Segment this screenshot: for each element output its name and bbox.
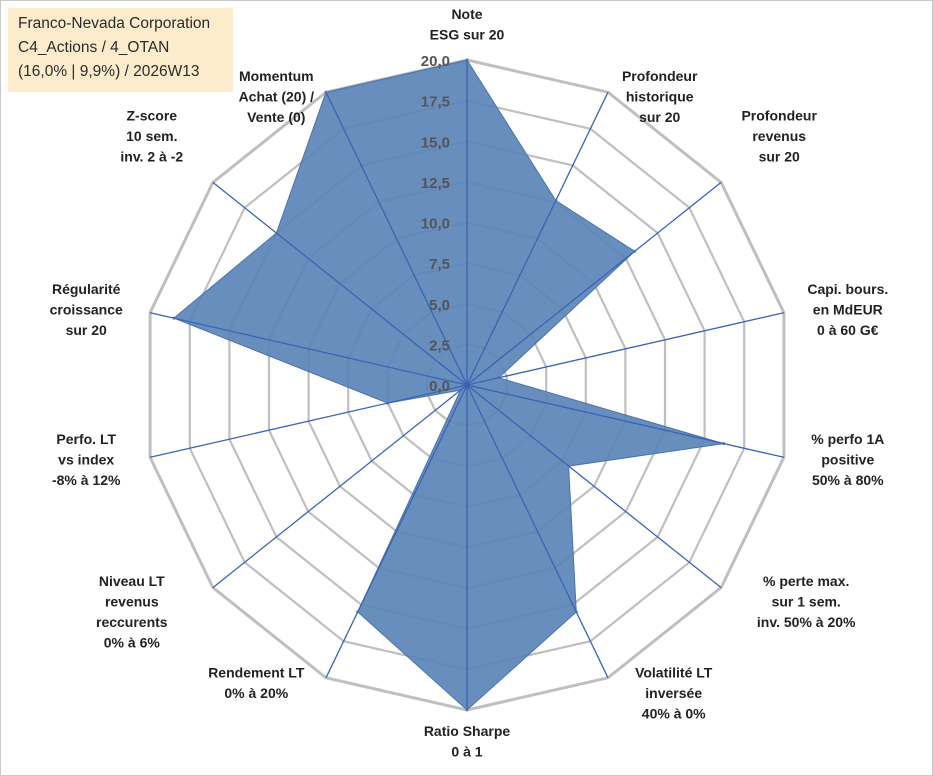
tick-label: 5,0	[429, 297, 450, 314]
axis-label-line: sur 20	[66, 322, 107, 338]
axis-label-line: Profondeur	[622, 68, 698, 84]
axis-label: Momentum Achat (20) / Vente (0)	[239, 68, 315, 125]
radar-tick-labels: 0,0 2,5 5,0 7,5 10,0 12,5 15,0 17,5 20,0	[421, 53, 450, 395]
title-line-3: (16,0% | 9,9%) / 2026W13	[18, 63, 200, 80]
axis-spoke	[325, 384, 468, 679]
axis-label-line: Volatilité LT	[635, 664, 713, 680]
axis-label-line: Ratio Sharpe	[424, 723, 511, 739]
tick-label: 20,0	[421, 53, 450, 70]
axis-label-line: 0 à 60 G€	[817, 322, 879, 338]
axis-spoke	[466, 181, 722, 386]
axis-label-line: Momentum	[239, 68, 314, 84]
axis-label-line: % perfo 1A	[811, 431, 884, 447]
axis-label-line: vs index	[58, 452, 114, 468]
axis-label: Profondeur revenus sur 20	[741, 107, 817, 164]
tick-label: 15,0	[421, 134, 450, 151]
axis-label-line: % perte max.	[763, 573, 849, 589]
axis-label-line: Note	[451, 6, 482, 22]
axis-label: Rendement LT 0% à 20%	[208, 664, 305, 701]
axis-label-line: 10 sem.	[126, 128, 177, 144]
axis-label: Régularité croissance sur 20	[50, 281, 123, 338]
axis-label-line: Régularité	[52, 281, 121, 297]
axis-label-line: Z-score	[127, 107, 178, 123]
axis-label-line: sur 1 sem.	[772, 594, 841, 610]
axis-label-line: inversée	[645, 685, 702, 701]
axis-label: % perte max. sur 1 sem. inv. 50% à 20%	[757, 573, 856, 630]
axis-label-line: inv. 2 à -2	[120, 148, 183, 164]
axis-spoke	[466, 384, 609, 679]
radar-spokes	[149, 60, 785, 710]
axis-spoke	[466, 312, 785, 386]
axis-label-line: 0% à 20%	[224, 685, 288, 701]
axis-label-line: inv. 50% à 20%	[757, 614, 856, 630]
axis-label-line: Perfo. LT	[56, 431, 116, 447]
axis-label: Profondeur historique sur 20	[622, 68, 698, 125]
axis-label-line: Achat (20) /	[239, 89, 315, 105]
axis-label: Volatilité LT inversée 40% à 0%	[635, 664, 713, 721]
axis-label: Perfo. LT vs index -8% à 12%	[52, 431, 121, 488]
radar-axis-labels: Note ESG sur 20 Profondeur historique sur 20…	[50, 6, 889, 760]
title-line-2: C4_Actions / 4_OTAN	[18, 39, 170, 56]
axis-label-line: 0% à 6%	[104, 635, 161, 651]
tick-label: 10,0	[421, 216, 450, 233]
tick-label: 12,5	[421, 175, 450, 192]
axis-label-line: 50% à 80%	[812, 472, 884, 488]
axis-spoke	[325, 91, 468, 386]
axis-label-line: 0 à 1	[451, 744, 482, 760]
tick-label: 17,5	[421, 94, 450, 111]
axis-label-line: -8% à 12%	[52, 472, 121, 488]
tick-label: 7,5	[429, 256, 450, 273]
axis-label-line: revenus	[105, 594, 159, 610]
axis-label-line: croissance	[50, 302, 123, 318]
axis-label-line: Capi. bours.	[807, 281, 888, 297]
axis-label-line: Profondeur	[741, 107, 817, 123]
tick-label: 2,5	[429, 337, 450, 354]
axis-spoke	[149, 384, 468, 458]
axis-label: Ratio Sharpe 0 à 1	[424, 723, 511, 760]
title-box: Franco-Nevada Corporation C4_Actions / 4…	[8, 8, 233, 92]
axis-spoke	[466, 384, 722, 589]
axis-label-line: Rendement LT	[208, 664, 305, 680]
axis-label-line: sur 20	[639, 109, 680, 125]
axis-label: Note ESG sur 20	[430, 6, 505, 43]
axis-spoke	[212, 384, 468, 589]
axis-label-line: Vente (0)	[247, 109, 305, 125]
axis-label-line: positive	[821, 452, 874, 468]
axis-label-line: ESG sur 20	[430, 27, 505, 43]
axis-label: % perfo 1A positive 50% à 80%	[811, 431, 884, 488]
axis-spoke	[466, 384, 785, 458]
axis-label-line: en MdEUR	[813, 302, 883, 318]
axis-label: Niveau LT revenus reccurents 0% à 6%	[96, 573, 168, 651]
tick-label: 0,0	[429, 378, 450, 395]
axis-label-line: reccurents	[96, 614, 168, 630]
title-line-1: Franco-Nevada Corporation	[18, 15, 211, 32]
axis-label-line: historique	[626, 89, 694, 105]
axis-label: Capi. bours. en MdEUR 0 à 60 G€	[807, 281, 888, 338]
axis-label-line: sur 20	[759, 148, 800, 164]
axis-label-line: revenus	[752, 128, 806, 144]
axis-spoke	[149, 312, 468, 386]
axis-spoke	[466, 91, 609, 386]
axis-label-line: 40% à 0%	[642, 705, 706, 721]
axis-label: Z-score 10 sem. inv. 2 à -2	[120, 107, 183, 164]
axis-spoke	[212, 181, 468, 386]
axis-label-line: Niveau LT	[99, 573, 165, 589]
